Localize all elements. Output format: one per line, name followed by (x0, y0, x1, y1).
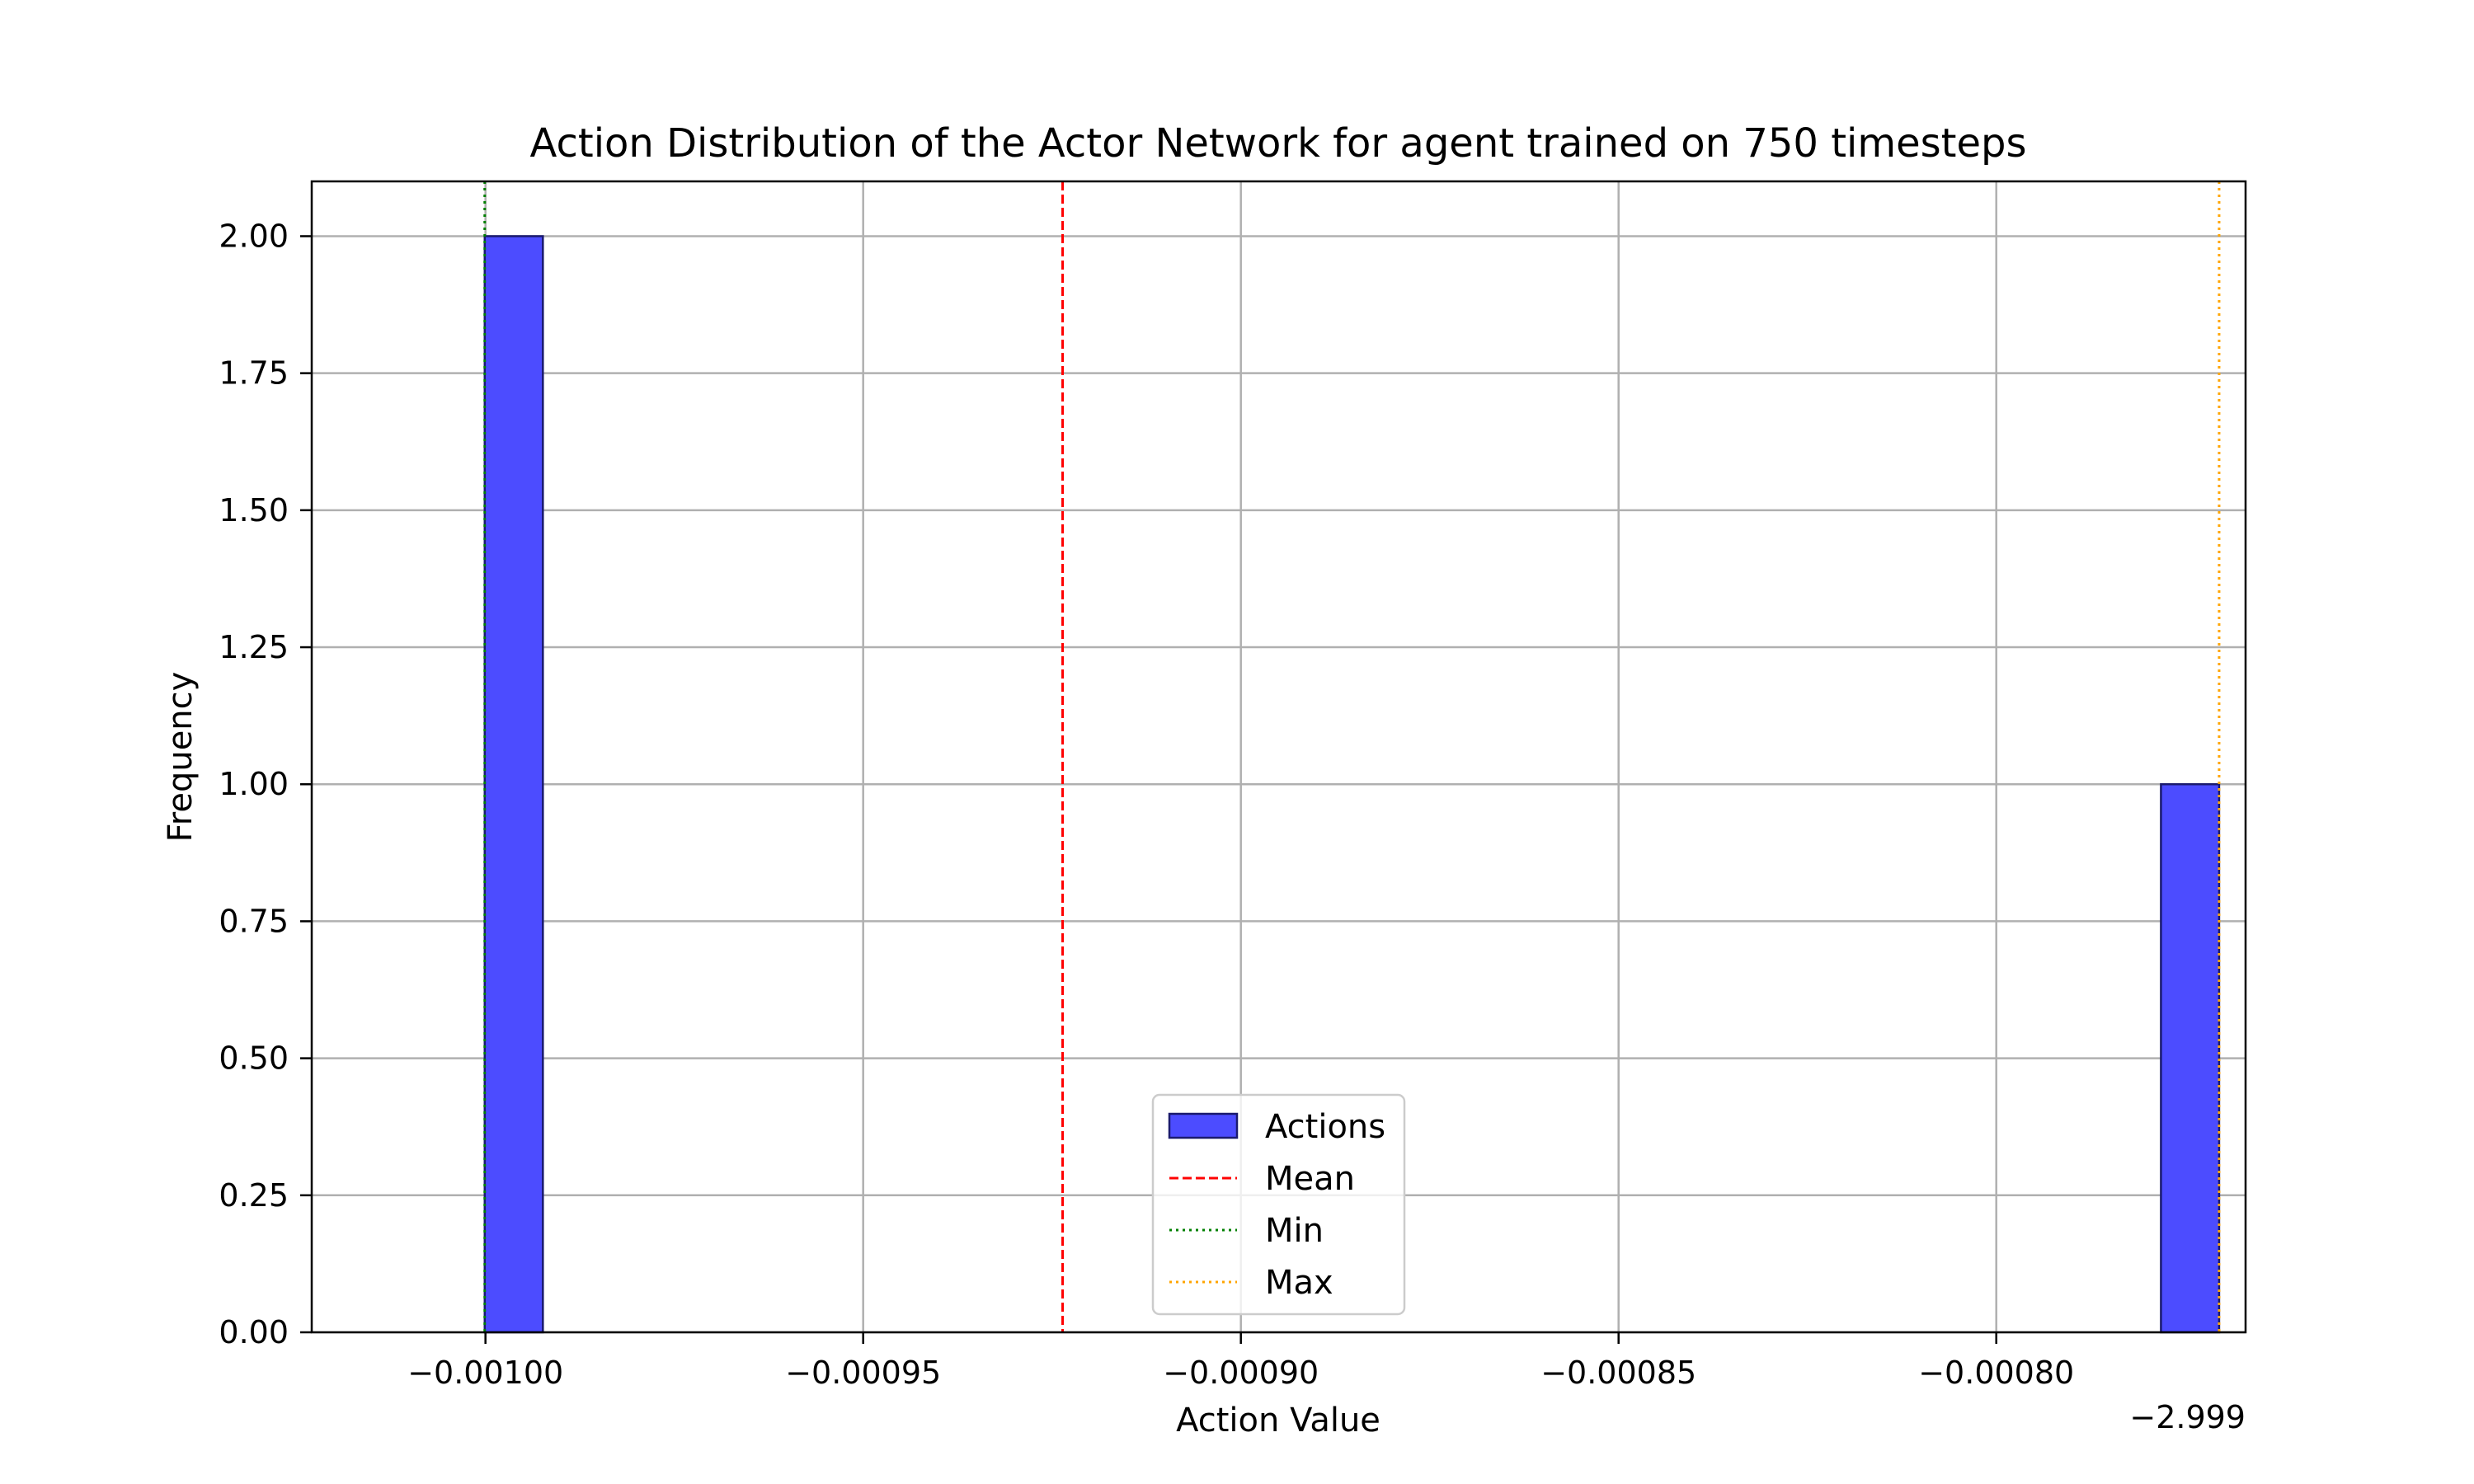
x-tick-label-3: −0.00085 (1540, 1355, 1696, 1391)
x-tick-label-2: −0.00090 (1163, 1355, 1319, 1391)
legend-mean-label: Mean (1265, 1160, 1355, 1198)
x-tick-label-4: −0.00080 (1918, 1355, 2074, 1391)
y-tick-label-3: 0.75 (219, 903, 289, 939)
histogram-bars (483, 235, 2221, 1334)
y-tick-label-5: 1.25 (219, 629, 289, 665)
legend-min-label: Min (1265, 1212, 1324, 1250)
legend-box (1151, 1093, 1406, 1316)
y-axis-label: Frequency (162, 672, 200, 843)
y-tick-label-8: 2.00 (219, 218, 289, 254)
y-tick-label-1: 0.25 (219, 1177, 289, 1214)
grid-lines (312, 181, 2246, 1334)
x-axis-ticks: −0.00100 −0.00095 −0.00090 −0.00085 −0.00080 (407, 1332, 2074, 1391)
histogram-bar-0 (483, 235, 544, 1334)
reference-lines (483, 181, 2221, 1332)
y-tick-label-7: 1.75 (219, 355, 289, 392)
y-tick-label-0: 0.00 (219, 1314, 289, 1350)
y-tick-label-4: 1.00 (219, 766, 289, 802)
x-tick-label-1: −0.00095 (785, 1355, 941, 1391)
legend: Actions Mean Min Max (1151, 1093, 1406, 1316)
y-tick-label-2: 0.50 (219, 1040, 289, 1077)
x-axis-offset-label: −2.999 (2129, 1399, 2246, 1435)
x-axis-label: Action Value (1176, 1402, 1380, 1439)
y-tick-label-6: 1.50 (219, 492, 289, 528)
histogram-bar-1 (2160, 782, 2221, 1334)
plot-frame (310, 180, 2247, 1334)
x-tick-label-0: −0.00100 (407, 1355, 563, 1391)
chart-title: Action Distribution of the Actor Network… (529, 120, 2026, 167)
legend-actions-label: Actions (1265, 1108, 1385, 1146)
legend-actions-swatch (1168, 1112, 1239, 1139)
legend-max-label: Max (1265, 1264, 1333, 1302)
y-axis-ticks: 0.00 0.25 0.50 0.75 1.00 1.25 1.50 1.75 2.00 (219, 218, 312, 1350)
